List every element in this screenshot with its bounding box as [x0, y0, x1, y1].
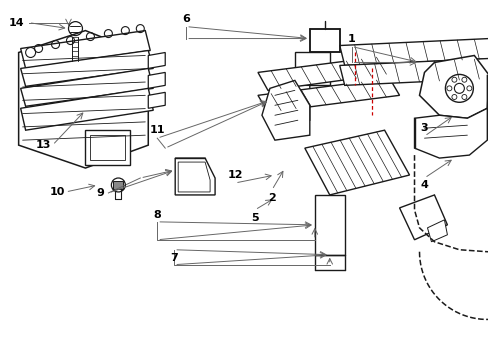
Text: 5: 5: [251, 213, 258, 223]
Polygon shape: [20, 68, 153, 106]
Text: 13: 13: [36, 140, 51, 150]
Text: 3: 3: [420, 123, 427, 133]
Text: 1: 1: [347, 33, 355, 44]
Polygon shape: [314, 195, 344, 255]
Polygon shape: [262, 80, 309, 140]
Polygon shape: [414, 108, 487, 158]
Text: 9: 9: [96, 188, 104, 198]
Text: 7: 7: [170, 253, 178, 263]
Text: 4: 4: [420, 180, 427, 190]
Text: 11: 11: [149, 125, 164, 135]
Polygon shape: [339, 58, 488, 85]
Polygon shape: [20, 50, 153, 86]
Polygon shape: [274, 85, 309, 125]
Polygon shape: [148, 72, 165, 88]
Polygon shape: [294, 53, 329, 85]
Text: 14: 14: [9, 18, 24, 28]
Polygon shape: [304, 130, 408, 195]
Polygon shape: [258, 55, 399, 90]
Polygon shape: [20, 31, 150, 68]
Polygon shape: [419, 55, 488, 118]
Polygon shape: [175, 158, 215, 195]
Polygon shape: [309, 28, 339, 53]
Polygon shape: [113, 181, 123, 189]
Text: 8: 8: [153, 210, 161, 220]
Polygon shape: [258, 78, 399, 112]
Text: 12: 12: [227, 170, 242, 180]
Polygon shape: [19, 31, 148, 168]
Polygon shape: [85, 130, 130, 165]
Text: 6: 6: [182, 14, 190, 24]
Text: 10: 10: [50, 187, 65, 197]
Polygon shape: [487, 71, 488, 125]
Polygon shape: [148, 53, 165, 68]
Polygon shape: [399, 195, 447, 240]
Polygon shape: [90, 135, 125, 160]
Polygon shape: [178, 162, 210, 192]
Polygon shape: [339, 39, 488, 66]
Polygon shape: [427, 220, 447, 242]
Polygon shape: [20, 88, 153, 130]
Text: 2: 2: [267, 193, 275, 203]
Polygon shape: [148, 92, 165, 108]
